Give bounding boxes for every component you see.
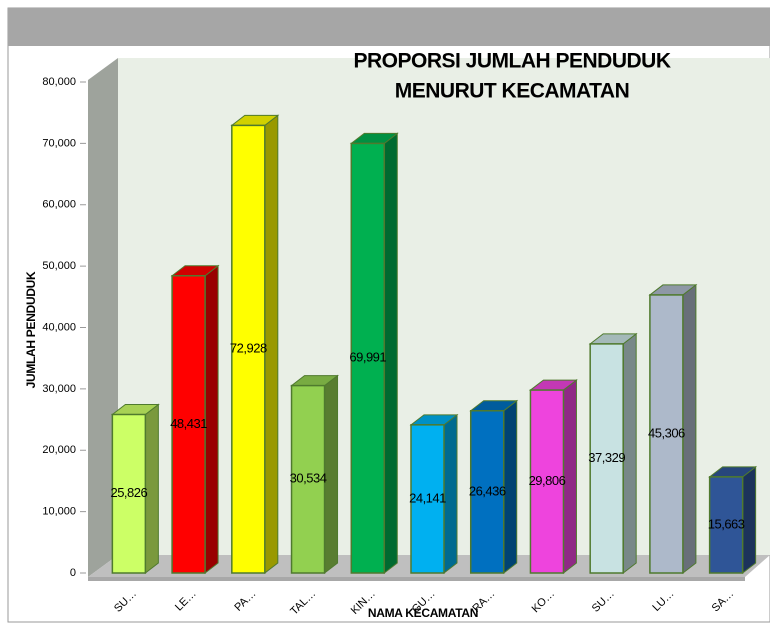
bar — [589, 343, 624, 574]
bar-side — [204, 264, 219, 575]
floor-edge — [88, 577, 745, 581]
bar-side — [383, 132, 398, 575]
bar-side — [264, 114, 279, 575]
value-label: 26,436 — [469, 483, 506, 498]
value-label: 15,663 — [708, 516, 745, 531]
bar-side — [562, 379, 577, 575]
bar — [350, 142, 386, 574]
y-tick-label: 0 — [70, 567, 76, 579]
bar — [410, 424, 445, 574]
chart-title: MENURUT KECAMATAN — [395, 80, 630, 103]
value-label: 29,806 — [529, 473, 566, 488]
bar-side — [622, 332, 637, 575]
bar — [649, 294, 684, 574]
chart-title: PROPORSI JUMLAH PENDUDUK — [353, 50, 670, 73]
bar — [529, 389, 565, 574]
bar-side — [324, 374, 339, 575]
value-label: 37,329 — [588, 450, 625, 465]
y-tick-label: 30,000 — [42, 383, 76, 395]
bar-side — [503, 399, 518, 575]
y-tick-label: 70,000 — [42, 137, 76, 149]
value-label: 45,306 — [648, 425, 685, 440]
value-label: 30,534 — [290, 471, 327, 486]
bar-side — [742, 465, 757, 575]
y-tick-label: 20,000 — [42, 444, 76, 456]
value-label: 69,991 — [349, 350, 386, 365]
side-wall — [88, 58, 118, 577]
bar — [290, 384, 326, 574]
bar — [231, 124, 266, 574]
value-label: 48,431 — [170, 416, 207, 431]
value-label: 24,141 — [409, 490, 446, 505]
y-tick-label: 40,000 — [42, 321, 76, 333]
y-tick-label: 60,000 — [42, 199, 76, 211]
bar — [469, 409, 505, 574]
y-tick-label: 80,000 — [42, 76, 76, 88]
bar-side — [443, 413, 458, 575]
bar-side — [682, 283, 697, 575]
bar — [708, 476, 744, 574]
bar — [111, 413, 147, 574]
value-label: 72,928 — [230, 341, 267, 356]
bar — [171, 275, 206, 574]
y-tick-label: 10,000 — [42, 506, 76, 518]
x-axis-title: NAMA KECAMATAN — [368, 606, 478, 620]
header-band — [8, 8, 770, 46]
value-label: 25,826 — [110, 485, 147, 500]
y-tick-label: 50,000 — [42, 260, 76, 272]
bar-side — [144, 403, 159, 575]
y-axis-title: JUMLAH PENDUDUK — [24, 271, 38, 388]
